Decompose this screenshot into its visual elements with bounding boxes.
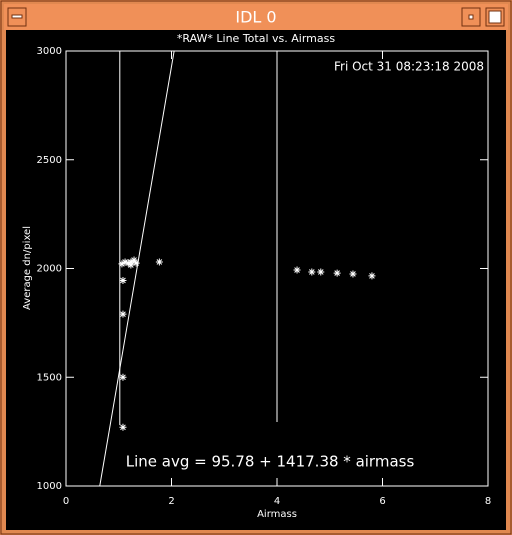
y-tick-label: 1500 bbox=[37, 372, 62, 383]
plot-window bbox=[6, 30, 506, 530]
x-tick-label: 8 bbox=[485, 496, 491, 507]
x-tick-label: 2 bbox=[168, 496, 174, 507]
point bbox=[119, 310, 127, 318]
point bbox=[368, 272, 376, 280]
fit-annotation: Line avg = 95.78 + 1417.38 * airmass bbox=[126, 453, 415, 471]
x-tick-label: 0 bbox=[63, 496, 69, 507]
title-bar bbox=[4, 4, 508, 30]
window-title: IDL 0 bbox=[235, 8, 276, 27]
y-tick-label: 3000 bbox=[37, 46, 62, 57]
point bbox=[127, 261, 135, 269]
minimize-icon bbox=[468, 14, 474, 20]
maximize-icon bbox=[488, 10, 502, 24]
point bbox=[155, 258, 163, 266]
point bbox=[293, 266, 301, 274]
timestamp: Fri Oct 31 08:23:18 2008 bbox=[334, 60, 484, 74]
y-tick-label: 2500 bbox=[37, 155, 62, 166]
y-axis-label: Average dn/pixel bbox=[22, 226, 33, 310]
chart-title: *RAW* Line Total vs. Airmass bbox=[177, 32, 335, 45]
point bbox=[121, 258, 129, 266]
x-tick-label: 4 bbox=[274, 496, 280, 507]
point bbox=[119, 423, 127, 431]
point bbox=[132, 259, 140, 267]
point bbox=[333, 269, 341, 277]
menu-icon bbox=[11, 14, 23, 19]
point bbox=[118, 260, 126, 268]
point bbox=[130, 256, 138, 264]
point bbox=[308, 268, 316, 276]
point bbox=[349, 270, 357, 278]
y-tick-label: 1000 bbox=[37, 481, 62, 492]
x-axis-label: Airmass bbox=[257, 509, 297, 520]
point bbox=[119, 276, 127, 284]
y-tick-label: 2000 bbox=[37, 264, 62, 275]
point bbox=[317, 268, 325, 276]
fit-line bbox=[99, 50, 175, 487]
point bbox=[119, 373, 127, 381]
x-tick-label: 6 bbox=[379, 496, 385, 507]
